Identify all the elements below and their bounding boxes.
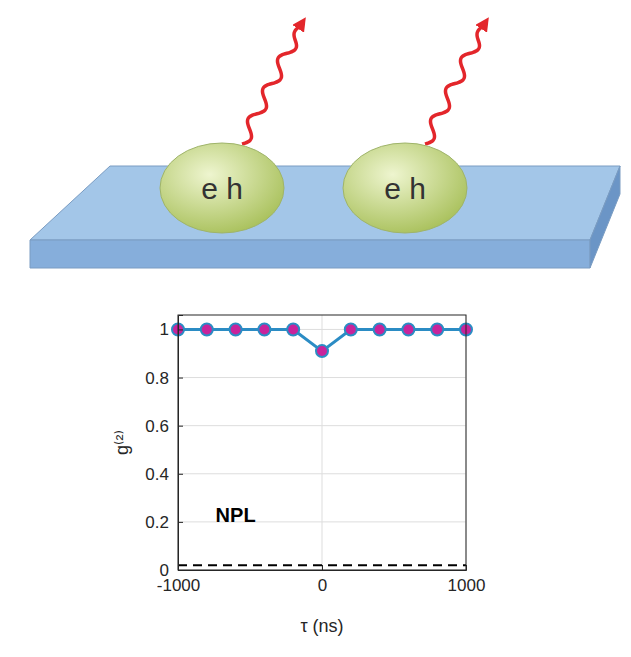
slab-front [30,240,590,268]
emission-arrow [425,23,485,144]
plot-background [178,315,466,570]
y-tick: 0 [160,561,183,580]
y-tick-label: 0.6 [145,417,169,436]
data-point [374,323,386,335]
marks [172,323,472,565]
chart: -10000100000.20.40.60.81τ (ns)g⁽²⁾NPL [112,315,485,636]
slab-top [30,166,620,240]
y-tick: 0.6 [145,417,183,436]
y-axis-title: g⁽²⁾ [112,430,132,455]
y-tick-label: 0.2 [145,513,169,532]
x-axis-line [179,565,467,571]
y-tick: 0.4 [145,465,183,484]
data-point [431,323,443,335]
y-axis: 0 0.2 0.4 0.6 0.8 1 [145,316,183,580]
x-tick: 1000 [448,565,486,595]
x-axis: -100001000 [157,565,486,595]
y-tick-mark [178,570,183,571]
y-tick-label: 0 [160,561,169,580]
exciton [343,143,467,233]
grid-line [178,473,466,474]
data-point [287,323,299,335]
x-tick: 0 [318,565,327,595]
y-tick-label: 0.4 [145,465,169,484]
y-tick-mark [178,522,183,523]
exciton-label: e h [201,172,243,205]
y-axis-line [179,316,184,571]
y-tick-mark [178,329,183,330]
y-tick-mark [178,474,183,475]
exciton [160,143,284,233]
x-tick-mark [466,565,467,570]
data-point [201,323,213,335]
grid [178,315,466,570]
y-tick: 1 [160,320,183,339]
grid-line [178,425,466,426]
exciton-label: e h [384,172,426,205]
emission-arrow [242,23,302,144]
grid-line [178,377,466,378]
illustration: e he h [30,23,620,268]
y-tick-label: 0.8 [145,368,169,387]
y-tick: 0.2 [145,513,183,532]
y-tick: 0.8 [145,368,183,387]
x-axis-title: τ (ns) [300,616,343,636]
data-point [402,323,414,335]
plot-frame [178,315,466,570]
x-tick-label: 1000 [448,576,486,595]
canvas: e he h-10000100000.20.40.60.81τ (ns)g⁽²⁾… [0,0,631,657]
data-point [316,345,328,357]
y-tick-mark [178,378,183,379]
y-tick-label: 1 [160,320,169,339]
x-tick-mark [322,565,323,570]
annotation: NPL [216,504,256,526]
data-point [230,323,242,335]
y-tick-mark [178,426,183,427]
data-point [258,323,270,335]
data-point [345,323,357,335]
slab-side [590,166,620,268]
x-tick-label: 0 [318,576,327,595]
